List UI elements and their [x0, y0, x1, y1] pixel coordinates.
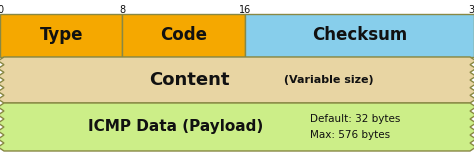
- Text: 31: 31: [468, 5, 474, 15]
- Text: 8: 8: [119, 5, 126, 15]
- Text: 0: 0: [0, 5, 3, 15]
- Text: Type: Type: [39, 26, 83, 45]
- Bar: [122, 14, 245, 57]
- Bar: [0, 14, 122, 57]
- Text: (Variable size): (Variable size): [280, 75, 374, 85]
- Polygon shape: [0, 57, 474, 103]
- Text: Content: Content: [149, 71, 230, 89]
- Text: 16: 16: [238, 5, 251, 15]
- Text: ICMP Data (Payload): ICMP Data (Payload): [88, 119, 263, 134]
- Text: Code: Code: [160, 26, 207, 45]
- Text: Checksum: Checksum: [312, 26, 407, 45]
- Text: Default: 32 bytes: Default: 32 bytes: [310, 114, 401, 124]
- Text: Max: 576 bytes: Max: 576 bytes: [310, 130, 391, 140]
- Bar: [245, 14, 474, 57]
- Polygon shape: [0, 103, 474, 151]
